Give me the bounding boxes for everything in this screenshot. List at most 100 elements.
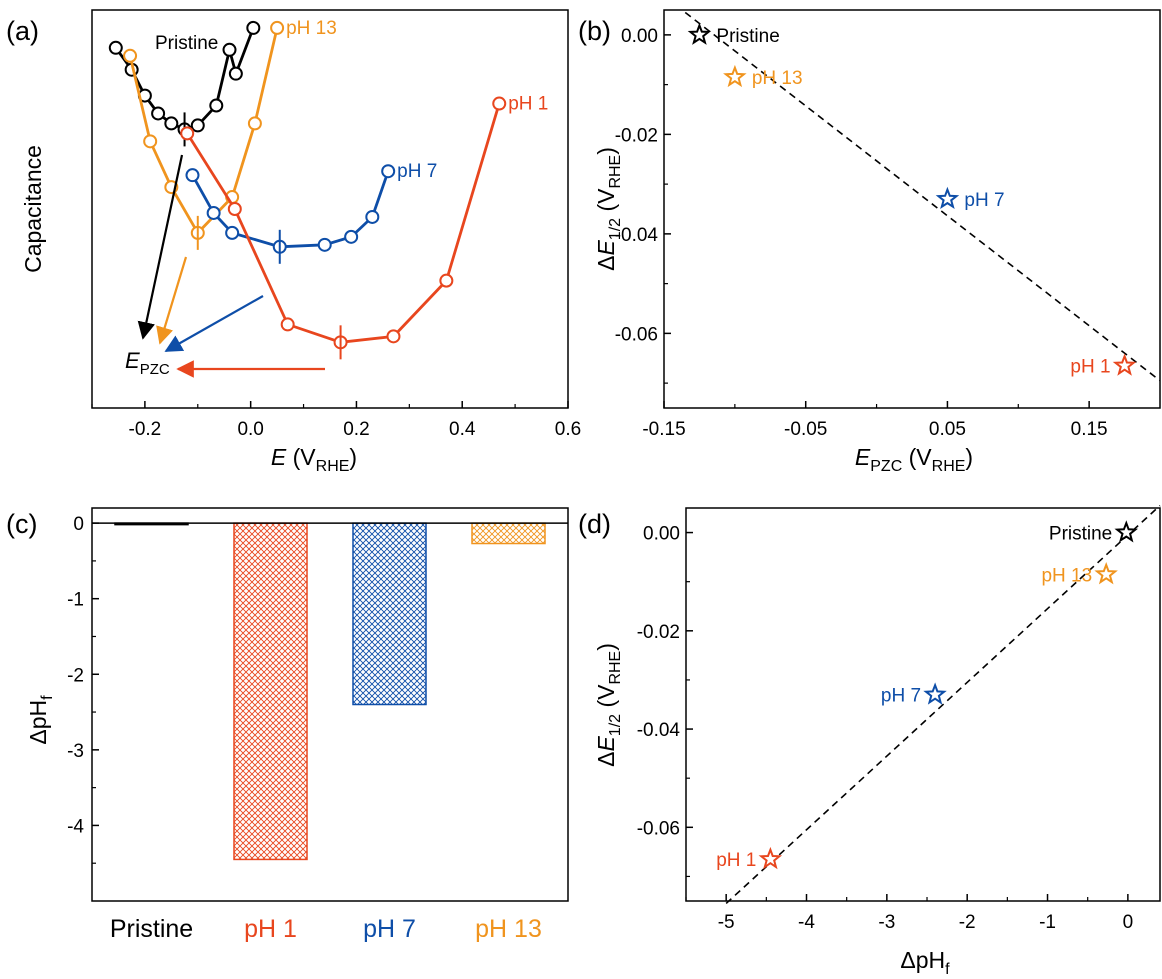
panel-c-bars: Pristine pH 1 pH 7 pH 13 — [92, 522, 568, 943]
panel-c-bar — [352, 522, 427, 706]
panel-d-point-label: pH 7 — [881, 686, 921, 707]
panel-a-series-label: pH 13 — [286, 18, 337, 39]
panel-d-x-tick-label: -4 — [798, 912, 815, 933]
panel-a-data-point — [151, 106, 166, 121]
panel-c-y-tick-label: -3 — [67, 741, 84, 762]
panel-b-star-marker — [687, 22, 712, 45]
panel-label-a: (a) — [6, 16, 39, 46]
panel-d-point-label: Pristine — [1049, 524, 1112, 545]
panel-c-y-tick-label: 0 — [73, 514, 84, 535]
panel-d-fit-line — [725, 504, 1161, 905]
panel-a-x-tick-label: 0.2 — [343, 419, 369, 440]
panel-b: -0.15 -0.05 0.05 0.15 0.00 -0.02 -0.04 -0.06 Pr… — [593, 9, 1161, 475]
panel-b-x-tick-label: -0.15 — [642, 419, 685, 440]
panel-b-star-marker — [1112, 353, 1137, 376]
panel-a-data-point — [317, 237, 332, 252]
panel-b-x-tick-label: 0.05 — [929, 419, 966, 440]
panel-a-data-point — [227, 202, 242, 216]
panel-a-data-point — [123, 48, 138, 63]
panel-a-series-label: pH 1 — [508, 94, 548, 115]
panel-c-ticks: 0 -1 -2 -3 -4 — [67, 514, 99, 864]
panel-b-ticks: -0.15 -0.05 0.05 0.15 0.00 -0.02 -0.04 -0.06 — [615, 26, 1108, 440]
panel-a-data-point — [280, 317, 295, 332]
panel-a-series: Pristine pH 13 pH 7 pH 1 — [108, 18, 548, 360]
panel-c-category-label: Pristine — [110, 915, 193, 943]
panel-b-point-label: pH 1 — [1070, 357, 1110, 378]
panel-b-points: Pristine pH 13 pH 7 pH 1 — [684, 11, 1161, 382]
panel-c-category-label: pH 1 — [244, 915, 297, 943]
panel-a-data-point — [247, 116, 262, 131]
panel-a-series-label: pH 7 — [397, 161, 437, 182]
panel-d-x-tick-label: -5 — [718, 912, 735, 933]
panel-d-ticks: -5 -4 -3 -2 -1 0 0.00 -0.02 -0.04 -0.06 — [637, 524, 1133, 933]
panel-a-data-point — [381, 164, 396, 179]
panel-c-bar — [471, 522, 546, 545]
panel-a-data-point — [439, 273, 454, 288]
panel-b-frame — [663, 9, 1161, 409]
panel-a-epzc-label: EPZC — [125, 348, 170, 378]
panel-b-point-label: pH 7 — [964, 190, 1004, 211]
panel-a-data-point — [180, 126, 195, 141]
panel-a-data-point — [344, 229, 359, 244]
panel-d-point-label: pH 13 — [1041, 565, 1092, 586]
panel-a-data-point — [185, 168, 200, 183]
panel-label-b: (b) — [578, 16, 611, 46]
panel-label-c: (c) — [6, 509, 37, 539]
panel-d-star-marker — [758, 846, 783, 870]
panel-a-y-label: Capacitance — [20, 145, 46, 273]
panel-d-x-tick-label: -2 — [959, 912, 976, 933]
panel-c-bar — [233, 522, 308, 861]
panel-d-star-marker — [1094, 561, 1118, 585]
panel-a-data-point — [225, 225, 240, 240]
panel-label-d: (d) — [578, 509, 611, 539]
panel-b-x-tick-label: -0.05 — [784, 419, 827, 440]
panel-d-y-tick-label: -0.06 — [637, 818, 680, 839]
panel-d-x-tick-label: 0 — [1123, 912, 1134, 933]
panel-d-frame — [685, 507, 1161, 902]
panel-b-y-label: ΔE1/2 (VRHE) — [593, 147, 624, 271]
panel-a-arrow-ph13 — [156, 256, 188, 345]
panel-a-data-point — [365, 209, 380, 224]
panel-c-frame — [91, 507, 569, 902]
panel-a-arrow-ph7 — [164, 295, 264, 352]
panel-a-x-tick-label: 0.0 — [237, 419, 263, 440]
panel-a: -0.2 0.0 0.2 0.4 0.6 Capacitance E (VRHE) Pr… — [20, 9, 581, 475]
panel-b-y-tick-label: -0.06 — [615, 324, 658, 345]
panel-b-fit-line — [684, 11, 1161, 382]
panel-d-x-label: ΔpHf — [900, 947, 950, 978]
panel-d-y-tick-label: -0.04 — [637, 720, 681, 741]
panel-a-data-point — [164, 116, 179, 131]
panel-a-data-point — [209, 98, 224, 113]
panel-c: 0 -1 -2 -3 -4 Pristine pH 1 pH 7 pH 13 ΔpHf — [25, 507, 569, 943]
panel-a-data-point — [108, 40, 123, 55]
panel-a-series-line — [186, 103, 501, 344]
panel-d-y-tick-label: 0.00 — [643, 524, 680, 545]
panel-a-data-point — [246, 20, 261, 35]
panel-a-data-point — [222, 42, 237, 57]
panel-b-point-label: pH 13 — [752, 68, 803, 89]
panel-d-y-tick-label: -0.02 — [637, 622, 680, 643]
panel-b-y-tick-label: 0.00 — [621, 26, 658, 47]
panel-a-x-tick-label: -0.2 — [129, 419, 162, 440]
panel-c-y-label: ΔpHf — [25, 695, 56, 745]
panel-a-data-point — [228, 66, 243, 81]
panel-a-data-point — [190, 118, 205, 133]
panel-a-data-point — [492, 96, 507, 111]
panel-c-y-tick-label: -1 — [67, 590, 84, 611]
panel-a-x-tick-label: 0.6 — [555, 419, 581, 440]
panel-d-y-label: ΔE1/2 (VRHE) — [593, 643, 624, 767]
panel-d-point-label: pH 1 — [716, 850, 756, 871]
panel-b-y-tick-label: -0.04 — [615, 225, 659, 246]
panel-d-x-tick-label: -1 — [1039, 912, 1056, 933]
panel-a-series-label: Pristine — [155, 33, 218, 54]
panel-a-arrow-pristine — [137, 154, 184, 340]
panel-a-data-point — [206, 205, 221, 220]
panel-b-star-marker — [935, 186, 960, 209]
panel-b-point-label: Pristine — [716, 26, 779, 47]
panel-d-star-marker — [1114, 520, 1138, 543]
panel-d-star-marker — [923, 682, 947, 705]
panel-d-x-tick-label: -3 — [878, 912, 895, 933]
panel-c-y-tick-label: -2 — [67, 665, 84, 686]
panel-a-x-tick-label: 0.4 — [449, 419, 476, 440]
